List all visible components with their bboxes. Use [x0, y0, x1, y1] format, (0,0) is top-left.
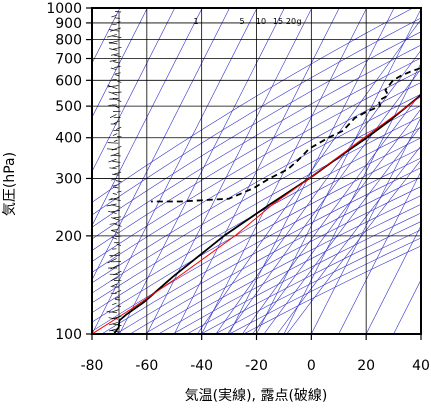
dry-adiabat-line	[92, 147, 421, 332]
dry-adiabat-line	[92, 82, 421, 273]
dry-adiabat-line	[92, 44, 421, 240]
mixing-ratio-line	[252, 108, 421, 334]
y-axis-title: 気圧(hPa)	[2, 152, 18, 216]
x-axis-title: 気温(実線), 露点(破線)	[185, 388, 328, 404]
dry-adiabat-line	[243, 245, 421, 334]
mixing-ratio-line	[242, 92, 421, 334]
mixing-ratio-label: 20	[286, 17, 296, 26]
isotherm-line	[338, 170, 421, 334]
dry-adiabat-line	[92, 93, 421, 284]
mixing-ratio-line	[215, 49, 421, 334]
dry-adiabat-line	[92, 116, 421, 304]
parcel-curve	[92, 95, 421, 334]
isotherm-line	[420, 333, 421, 334]
dry-adiabat-line	[92, 8, 414, 203]
y-tick-label: 1000	[46, 1, 82, 17]
mixing-ratio-label: g	[296, 17, 301, 26]
y-tick-label: 800	[55, 33, 82, 49]
mixing-ratio-line	[276, 145, 421, 334]
isotherm-line	[92, 8, 203, 227]
x-tick-label: -60	[135, 358, 158, 374]
mixing-ratio-line	[263, 125, 421, 334]
y-tick-label: 200	[55, 229, 82, 245]
mixing-ratio-line	[286, 159, 421, 334]
x-tick-label: -40	[190, 358, 213, 374]
dry-adiabat-line	[92, 57, 421, 251]
dewpoint-curve	[150, 67, 421, 203]
x-tick-label: 20	[357, 358, 375, 374]
x-tick-label: -80	[81, 358, 104, 374]
y-tick-label: 500	[55, 99, 82, 115]
y-tick-label: 700	[55, 51, 82, 67]
dry-adiabat-line	[92, 31, 421, 228]
wind-barbs	[106, 11, 122, 334]
grid-lines	[92, 8, 421, 334]
y-tick-label: 600	[55, 73, 82, 89]
x-tick-label: -20	[245, 358, 268, 374]
isotherm-line	[256, 8, 421, 334]
x-tick-label: 40	[412, 358, 430, 374]
isotherm-line	[92, 8, 148, 118]
dry-adiabat-line	[92, 105, 421, 294]
x-tick-label: 0	[307, 358, 316, 374]
isotherm-line	[365, 224, 421, 334]
dry-adiabat-line	[129, 176, 421, 334]
y-tick-label: 100	[55, 327, 82, 343]
isotherm-line	[311, 116, 421, 334]
isotherm-line	[92, 8, 258, 334]
temperature-curve	[113, 93, 421, 334]
mixing-ratio-label: 15	[273, 17, 283, 26]
y-tick-label: 300	[55, 171, 82, 187]
mixing-ratio-label: 5	[239, 17, 244, 26]
dry-adiabat-line	[115, 167, 421, 334]
background-lines	[92, 8, 421, 334]
mixing-ratio-label: 10	[256, 17, 266, 26]
mixing-ratio-label: 1	[193, 17, 198, 26]
mixing-ratio-labels: 1 5 10 15 20 g	[193, 17, 301, 26]
dry-adiabat-line	[158, 195, 421, 334]
isotherm-line	[283, 62, 421, 334]
data-series	[92, 67, 421, 334]
dry-adiabat-line	[101, 157, 421, 334]
dry-adiabat-line	[172, 204, 421, 334]
dry-adiabat-line	[144, 186, 421, 334]
y-tick-label: 400	[55, 131, 82, 147]
tick-labels: -80 -60 -40 -20 0 20 40 100 200 300 400 500 600 700 80…	[46, 1, 430, 374]
dry-adiabat-line	[92, 17, 421, 216]
dry-adiabat-line	[92, 70, 421, 262]
tick-marks	[86, 7, 422, 340]
dry-adiabat-line	[92, 137, 421, 323]
mixing-ratio-line	[197, 18, 421, 334]
y-tick-label: 900	[55, 16, 82, 32]
mixing-ratio-line	[227, 68, 421, 334]
